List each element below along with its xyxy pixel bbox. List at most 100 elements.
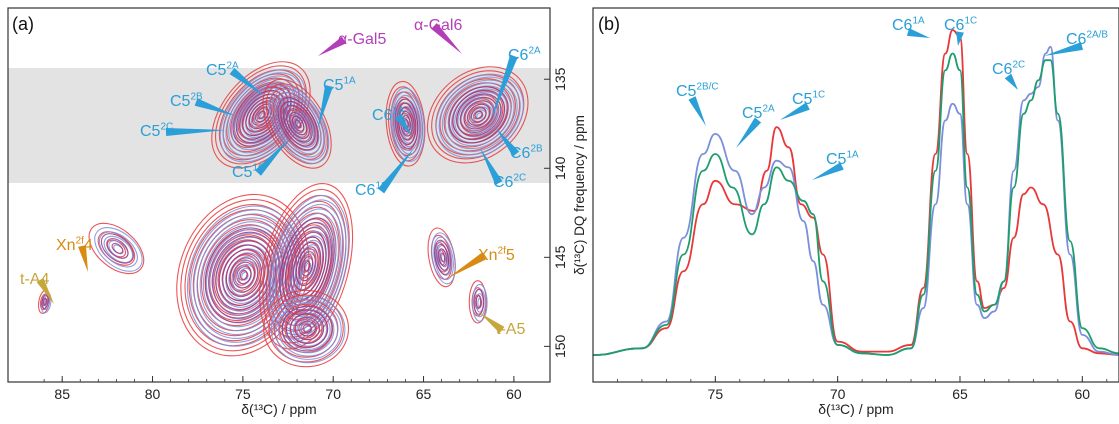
label-superscript: 1A — [912, 15, 925, 26]
label-base: C5 — [826, 151, 847, 168]
panel-a-tag: (a) — [12, 14, 34, 34]
peak-contours-overlap — [41, 294, 49, 310]
label-superscript: 1C — [964, 15, 977, 26]
label-pointer — [496, 128, 520, 157]
c6-2c-label: C62C — [493, 172, 526, 191]
contour-ring — [268, 85, 330, 164]
label-superscript: 1C — [252, 162, 265, 173]
contour-ring — [390, 87, 425, 163]
panel-b-axes: 75 70 65 60 — [617, 376, 1108, 402]
contour-ring — [459, 96, 498, 133]
contour-ring — [225, 75, 301, 157]
label-base: C5 — [170, 93, 191, 110]
contour-ring — [468, 280, 487, 324]
contour-ring — [288, 112, 308, 136]
contour-ring — [100, 233, 134, 264]
contour-ring — [280, 100, 316, 147]
contour-ring — [394, 98, 419, 150]
label-base: C6 — [510, 145, 531, 162]
x-tick-label: 60 — [1075, 386, 1091, 402]
contour-ring — [283, 104, 313, 143]
label-pointer — [318, 84, 333, 128]
a-gal6-label: α-Gal6 — [414, 17, 462, 34]
contour-ring — [262, 78, 332, 169]
contour-ring — [434, 239, 452, 276]
label-pointer — [480, 148, 503, 185]
a-gal5-label: α-Gal5 — [338, 31, 386, 48]
label-pointer — [318, 36, 347, 56]
contour-ring — [98, 231, 138, 268]
c6-1c-b-label: C61C — [944, 15, 977, 34]
panel-b-frame — [592, 7, 1119, 383]
contour-ring — [106, 238, 129, 259]
label-tail: 4 — [84, 237, 93, 254]
contour-ring — [273, 92, 325, 158]
label-pointer — [36, 277, 54, 304]
contour-ring — [294, 318, 318, 339]
contour-ring — [441, 79, 518, 153]
label-superscript: 2B — [530, 143, 543, 154]
label-pointer — [736, 117, 762, 148]
contour-ring — [291, 115, 305, 132]
c6-1a-b-label: C61A — [892, 15, 925, 34]
label-base: C5 — [206, 62, 227, 79]
contour-ring — [294, 316, 321, 341]
y-tick-label: 140 — [552, 156, 568, 180]
contour-ring — [298, 320, 316, 337]
peak-contours-blue — [94, 227, 143, 272]
contour-ring — [448, 86, 509, 144]
x-tick-label: 70 — [325, 386, 341, 402]
contour-ring — [470, 107, 487, 123]
c6-2b-label: C62B — [510, 143, 543, 162]
peak-contours-blue — [431, 232, 456, 285]
label-superscript: 1A — [392, 105, 405, 116]
contour-ring — [302, 324, 312, 333]
contour-ring — [454, 91, 506, 141]
contour-ring — [254, 107, 269, 123]
contour-ring — [232, 261, 255, 289]
contour-ring — [263, 289, 350, 368]
contour-ring — [439, 249, 449, 268]
contour-ring — [298, 251, 316, 282]
peak-contours-overlap — [100, 233, 134, 264]
t-a5-label: t-A5 — [496, 321, 525, 338]
peak-contours-overlap — [448, 86, 509, 144]
c5-2a-label: C52A — [206, 60, 239, 79]
t-a4-label: t-A4 — [20, 271, 49, 288]
contour-ring — [471, 283, 488, 322]
contour-ring — [103, 235, 134, 264]
label-base: t-A5 — [496, 321, 525, 338]
label-base: Xn — [478, 247, 498, 264]
label-superscript: 1A — [343, 75, 356, 86]
label-pointer — [688, 96, 706, 126]
label-base: C6 — [992, 61, 1013, 78]
contour-ring — [391, 91, 424, 159]
label-base: C6 — [372, 107, 393, 124]
contour-ring — [290, 236, 324, 296]
c5-2a-b-label: C52A — [742, 103, 775, 122]
x-tick-label: 85 — [54, 386, 70, 402]
label-base: C5 — [676, 83, 697, 100]
label-base: C5 — [742, 105, 763, 122]
peak-contours-overlap — [281, 305, 333, 352]
c6-2c-b-label: C62C — [992, 59, 1025, 78]
contour-ring — [463, 100, 494, 130]
contour-ring — [385, 80, 426, 167]
contour-ring — [268, 294, 344, 363]
contour-ring — [271, 88, 327, 161]
contour-ring — [286, 108, 311, 140]
label-pointer — [165, 128, 226, 136]
contour-ring — [269, 200, 344, 332]
contour-ring — [239, 270, 248, 280]
label-base: C5 — [792, 91, 813, 108]
label-base: C6 — [355, 182, 376, 199]
label-pointer — [491, 54, 518, 121]
label-base: t-A4 — [20, 271, 49, 288]
label-superscript: 1A — [846, 149, 859, 160]
label-pointer — [377, 148, 414, 194]
contour-ring — [438, 248, 448, 267]
x-tick-label: 65 — [416, 386, 432, 402]
contour-ring — [199, 221, 291, 332]
contour-ring — [287, 231, 327, 301]
contour-ring — [303, 325, 313, 334]
